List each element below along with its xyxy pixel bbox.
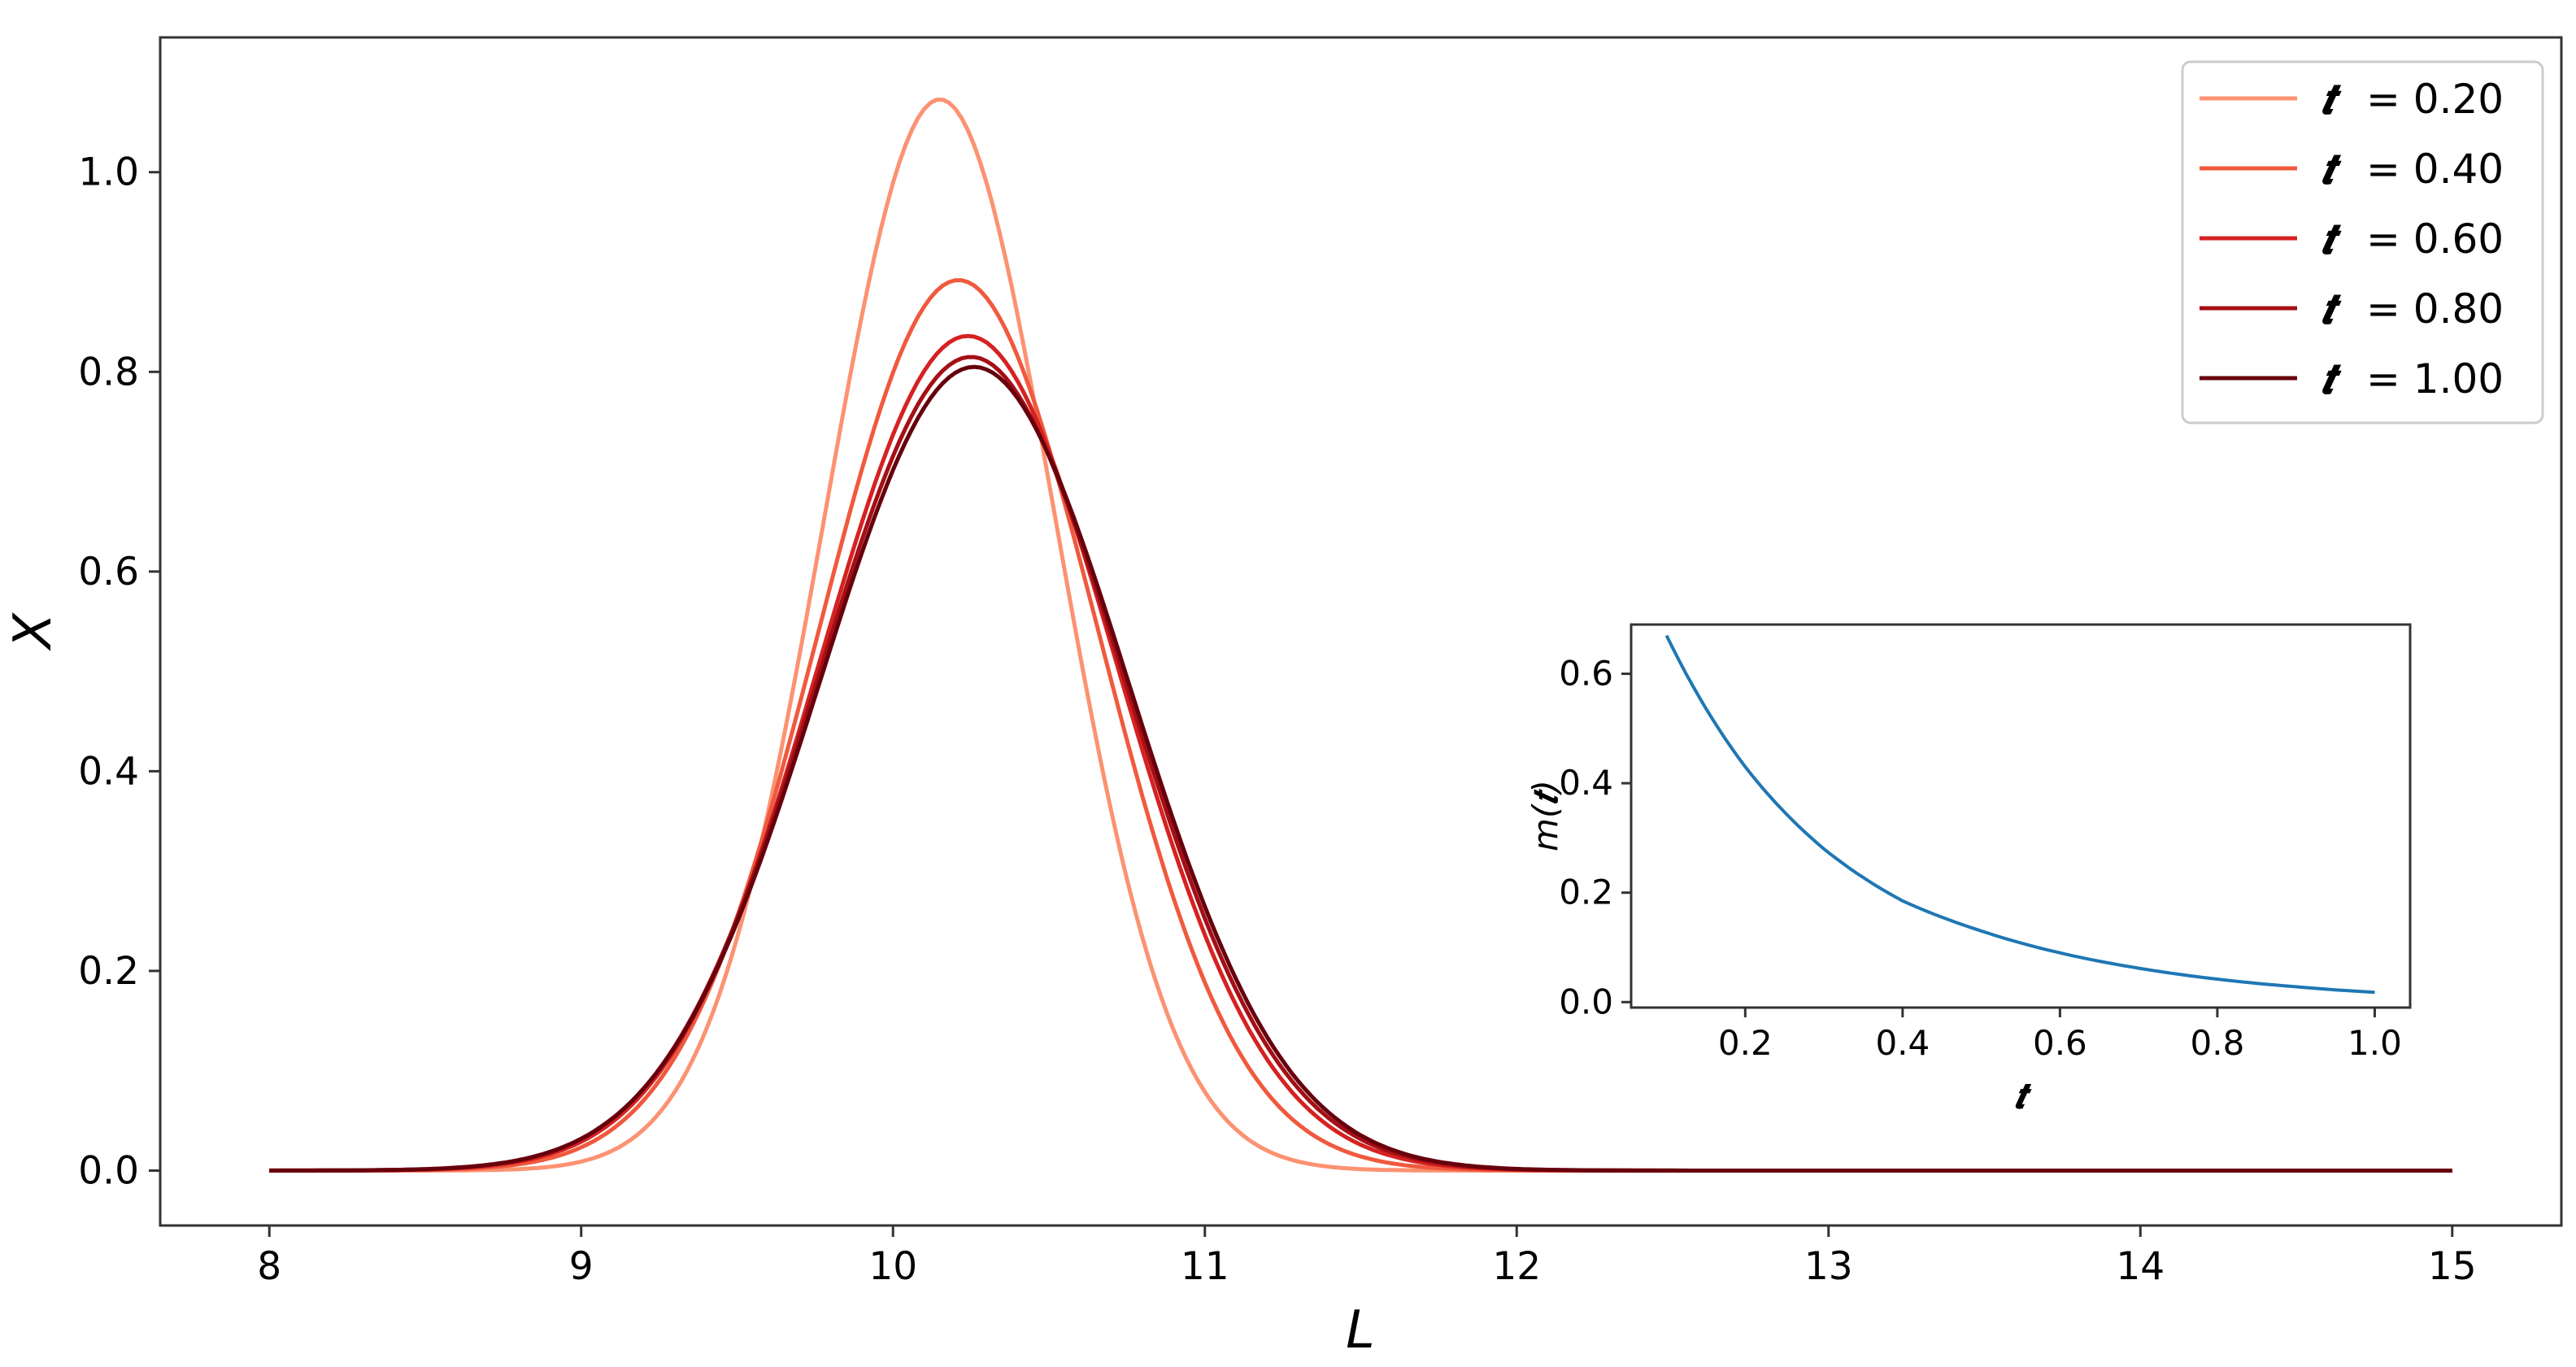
legend-entry: 𝒕 = 0.80 — [2200, 285, 2504, 333]
inset-y-tick-label: 0.0 — [1559, 982, 1613, 1021]
x-tick-label: 14 — [2116, 1244, 2165, 1289]
x-tick-label: 8 — [257, 1244, 281, 1289]
legend-label: = 0.40 — [2366, 146, 2504, 193]
inset-x-tick-label: 0.4 — [1875, 1023, 1930, 1063]
legend: 𝒕 = 0.20 𝒕 = 0.40 𝒕 = 0.60 𝒕 = 0.80 𝒕 — [2181, 60, 2544, 424]
x-tick-label: 9 — [569, 1244, 594, 1289]
y-tick-label: 0.2 — [78, 949, 139, 994]
legend-entry: 𝒕 = 0.40 — [2200, 146, 2504, 193]
inset-plot-frame — [1630, 623, 2412, 1009]
x-tick-label: 15 — [2428, 1244, 2477, 1289]
inset-y-ticks: 0.0 0.2 0.4 0.6 — [1559, 654, 1631, 1021]
legend-label: = 0.60 — [2366, 215, 2504, 263]
inset-plot-background — [1631, 625, 2410, 1008]
y-tick-label: 0.6 — [78, 550, 139, 594]
main-y-ticks: 0.0 0.2 0.4 0.6 0.8 1.0 — [78, 150, 160, 1193]
inset-x-ticks: 0.2 0.4 0.6 0.8 1.0 — [1718, 1008, 2402, 1063]
x-tick-label: 12 — [1492, 1244, 1541, 1289]
legend-label: = 0.80 — [2366, 285, 2504, 333]
legend-box — [2181, 60, 2544, 424]
y-tick-label: 0.4 — [78, 749, 139, 794]
inset-x-tick-label: 0.6 — [2033, 1023, 2087, 1063]
x-tick-label: 10 — [868, 1244, 917, 1289]
main-plot: 8 9 10 11 12 13 14 15 0.0 0.2 0.4 0.6 0.8 1.0 L X — [3, 36, 2563, 1360]
legend-entry: 𝒕 = 1.00 — [2200, 355, 2504, 403]
y-tick-label: 0.0 — [78, 1148, 139, 1193]
main-plot-frame — [159, 36, 2563, 1227]
inset-y-axis-title: m(𝒕) — [1525, 780, 1565, 851]
y-axis-title: X — [3, 612, 63, 651]
main-curves — [269, 98, 2452, 1173]
legend-label: = 1.00 — [2366, 355, 2504, 403]
x-axis-title: L — [1346, 1300, 1375, 1360]
inset-series-line — [1664, 634, 2375, 995]
legend-entry: 𝒕 = 0.20 — [2200, 76, 2504, 123]
legend-label: = 0.20 — [2366, 76, 2504, 123]
inset-x-tick-label: 0.2 — [1718, 1023, 1773, 1063]
inset-y-tick-label: 0.2 — [1559, 873, 1613, 912]
y-tick-label: 1.0 — [78, 150, 139, 195]
inset-y-tick-label: 0.6 — [1559, 654, 1613, 694]
x-tick-label: 11 — [1181, 1244, 1229, 1289]
series-line-5 — [269, 364, 2452, 1173]
x-tick-label: 13 — [1804, 1244, 1853, 1289]
inset-curves — [1664, 634, 2375, 995]
inset-x-tick-label: 1.0 — [2348, 1023, 2402, 1063]
inset-x-tick-label: 0.8 — [2191, 1023, 2245, 1063]
inset-plot: 0.2 0.4 0.6 0.8 1.0 0.00.20.40.6 𝒕 m(𝒕) — [1525, 623, 2412, 1116]
inset-y-tick-label: 0.4 — [1559, 763, 1613, 803]
main-x-ticks: 8 9 10 11 12 13 14 15 — [257, 1226, 2477, 1289]
y-tick-label: 0.8 — [78, 350, 139, 394]
